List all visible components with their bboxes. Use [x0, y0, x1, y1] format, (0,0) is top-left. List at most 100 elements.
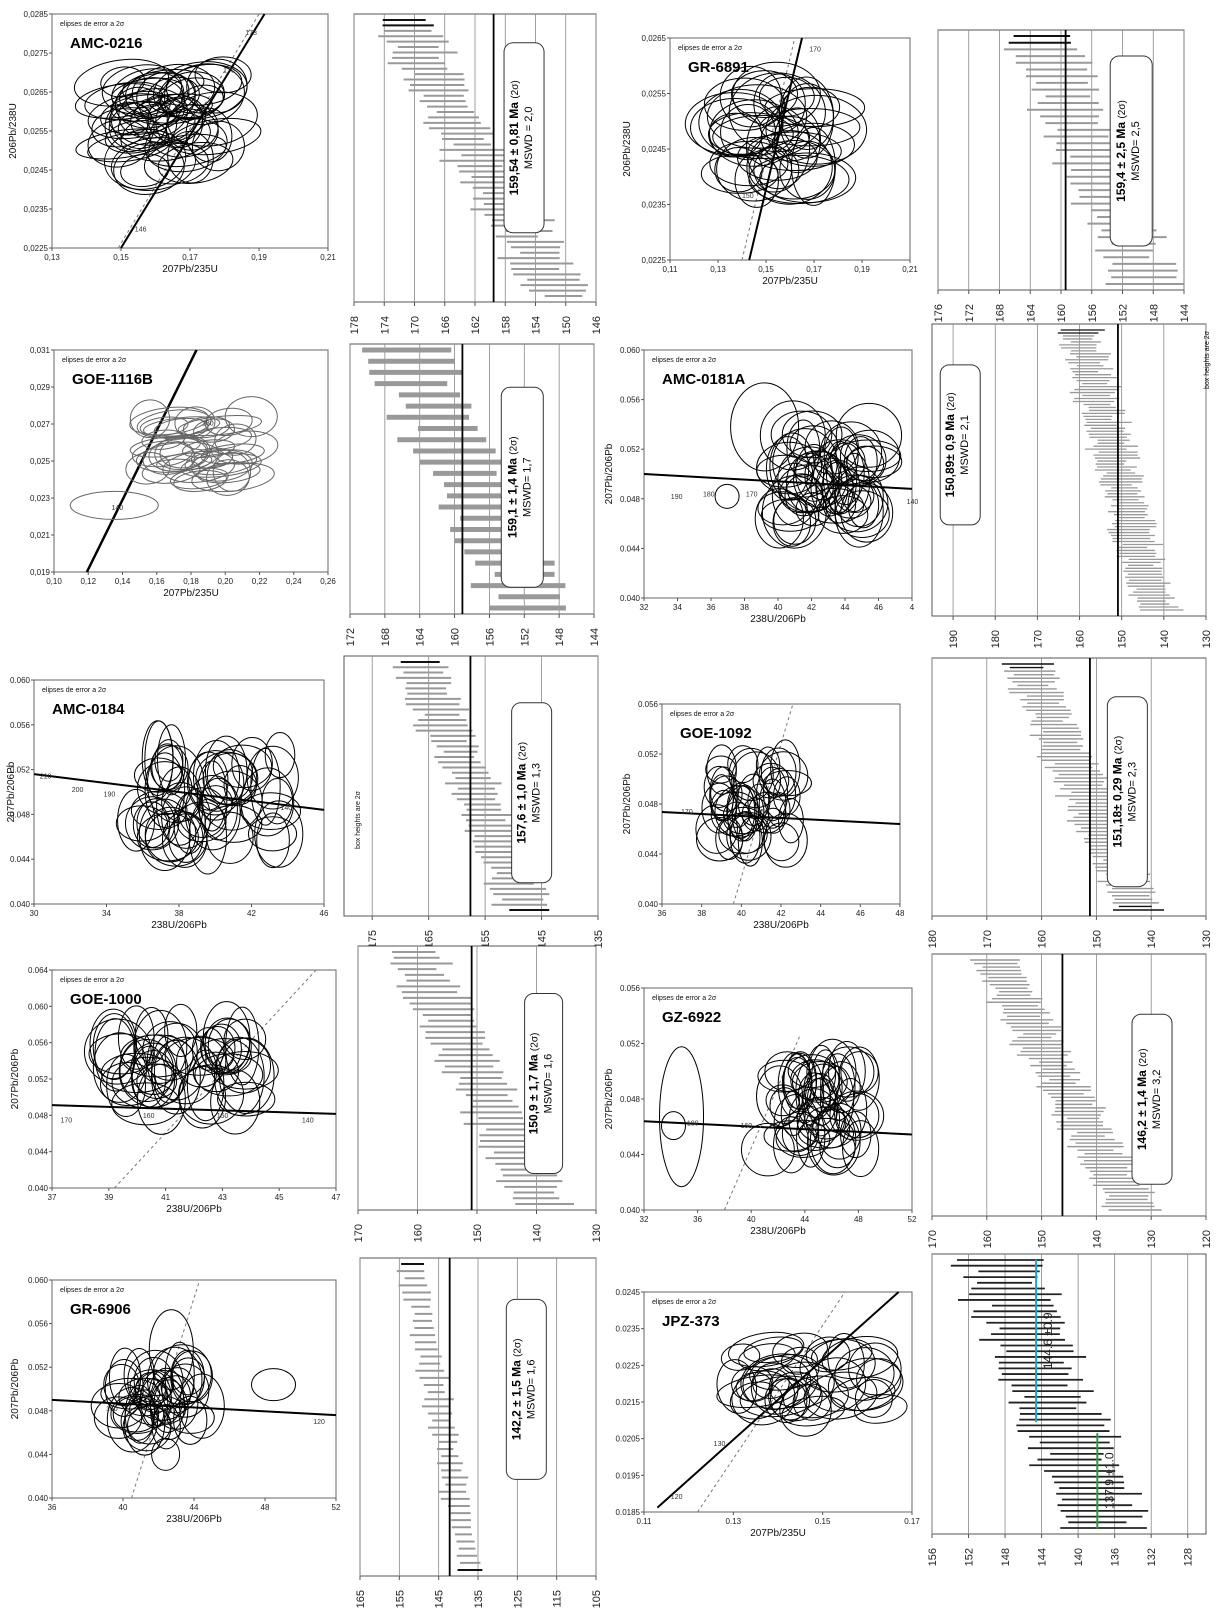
y-tick-label: 0.0215 [616, 1398, 641, 1407]
concordia-age-label: 146 [135, 227, 147, 234]
error-ellipse [856, 1358, 902, 1400]
error-ellipse [240, 792, 302, 831]
error-ellipse [729, 810, 761, 864]
x-tick-label: 144 [1037, 1548, 1049, 1566]
x-tick-label: 166 [440, 316, 452, 334]
rank-goe1092: 180 170 160 150 140 130 151,18± 0,29 Ma (2σ) MS… [926, 654, 1216, 950]
x-tick-label: 42 [247, 909, 256, 918]
error-ellipse [200, 1025, 236, 1070]
y-tick-label: 0.048 [620, 1095, 641, 1104]
error-ellipse [848, 1342, 902, 1396]
error-ellipse [201, 1023, 242, 1075]
error-ellipse [838, 452, 870, 513]
x-tick-label: 4 [910, 603, 915, 612]
error-ellipse [154, 739, 184, 782]
y-tick-label: 0.0235 [616, 1325, 641, 1334]
error-ellipse [799, 1338, 876, 1393]
concordia-age-label: 160 [143, 1113, 155, 1120]
mswd-value: MSWD= 1,6 [543, 1054, 555, 1114]
x-tick-label: 40 [747, 1215, 756, 1224]
error-ellipse [778, 797, 804, 844]
y-tick-label: 0,027 [30, 420, 51, 429]
error-ellipse [217, 1081, 276, 1117]
rank-goe1116b: 172 168 164 160 156 152 148 144 159,1 ± 1,4 Ma (… [342, 338, 602, 648]
x-tick-label: 0,15 [758, 265, 774, 274]
error-ellipse [716, 137, 793, 202]
error-ellipse [194, 56, 252, 94]
error-ellipse [73, 58, 170, 107]
x-tick-label: 44 [800, 1215, 809, 1224]
error-ellipse [101, 64, 183, 115]
concordia-svg: 37 39 41 43 45 47 0.040 0.044 0.048 0.052 0.056 0.0… [10, 966, 341, 1215]
concordia-age-label: 140 [907, 499, 919, 506]
concordia-svg: 30 34 38 42 46 0.040 0.044 0.048 0.052 0.056 0.060… [6, 676, 329, 931]
error-ellipse [89, 1008, 137, 1080]
error-ellipse [181, 439, 236, 458]
error-ellipse [710, 775, 743, 812]
x-tick-label: 46 [320, 909, 329, 918]
error-ellipse [167, 91, 258, 147]
concordia-age-label: 140 [302, 1118, 314, 1125]
error-ellipse [185, 107, 233, 163]
x-tick-label: 30 [30, 909, 39, 918]
error-ellipse [780, 1346, 818, 1375]
error-ellipse [153, 1036, 218, 1105]
weighted-mean-value: 157,6 ± 1,0 Ma [515, 760, 529, 843]
error-ellipse [191, 462, 275, 493]
error-ellipse [133, 93, 213, 126]
error-ellipse [743, 1336, 803, 1364]
error-ellipse [206, 459, 250, 496]
x-tick-label: 190 [948, 630, 960, 648]
error-ellipse [136, 798, 176, 849]
concordia-age-label: 120 [671, 1494, 683, 1501]
x-tick-label: 168 [380, 628, 392, 646]
y-axis-label: 206Pb/238U [622, 121, 633, 177]
x-tick-label: 140 [1091, 1230, 1103, 1248]
concordia-age-label: 160 [106, 1406, 118, 1413]
x-tick-label: 145 [434, 1590, 446, 1608]
concordia-gz6922: 32 36 40 44 48 52 0.040 0.044 0.048 0.052 0.056 238… [600, 980, 920, 1240]
x-tick-label: 156 [484, 628, 496, 646]
concordia-age-label: 140 [810, 1125, 822, 1132]
x-tick-label: 115 [552, 1590, 564, 1608]
error-ellipse [139, 416, 189, 437]
error-ellipse [834, 490, 890, 538]
error-ellipse [696, 817, 744, 862]
x-tick-label: 36 [707, 603, 716, 612]
x-axis-label: 207Pb/235U [163, 588, 219, 599]
x-tick-label: 150 [1091, 930, 1103, 948]
error-ellipse [224, 396, 278, 438]
concordia-age-label: 200 [72, 787, 84, 794]
error-ellipse [177, 414, 262, 437]
error-ellipse [192, 1051, 240, 1093]
error-ellipse [204, 735, 248, 806]
error-ellipse [740, 1353, 819, 1410]
error-ellipse [829, 434, 887, 487]
error-ellipse [152, 1344, 212, 1406]
y-tick-label: 0.052 [638, 750, 659, 759]
error-ellipse [703, 77, 785, 131]
mswd-value: MSWD= 1,7 [521, 457, 533, 517]
y-tick-label: 0.052 [10, 766, 31, 775]
plot-frame [643, 987, 913, 1211]
mswd-value: MSWD= 1,3 [531, 763, 543, 823]
error-ellipse [781, 1395, 846, 1427]
error-ellipse [161, 786, 211, 849]
error-ellipse [151, 1034, 187, 1104]
concordia-amc0216: 0,13 0,15 0,17 0,19 0,21 0,0225 0,0235 0,0245 0,… [6, 6, 336, 276]
weighted-mean-value: 159,4 ± 2,5 Ma [1114, 119, 1128, 202]
x-tick-label: 135 [473, 1590, 485, 1608]
y-tick-label: 0.060 [28, 1002, 49, 1011]
y-tick-label: 0,0255 [24, 127, 49, 136]
concordia-curve [643, 1120, 913, 1136]
weighted-mean-age: 150,9 ± 1,7 Ma (2σ) [527, 1033, 541, 1135]
error-ellipse [817, 495, 869, 534]
ellipse-note: elipses de error a 2σ [60, 977, 125, 984]
x-axis-label: 207Pb/235U [762, 276, 818, 287]
error-ellipse [133, 757, 183, 793]
error-ellipse [124, 1389, 166, 1456]
x-tick-label: 36 [658, 909, 667, 918]
x-tick-label: 44 [816, 909, 825, 918]
error-ellipse [136, 71, 196, 124]
error-ellipse [720, 1343, 761, 1371]
